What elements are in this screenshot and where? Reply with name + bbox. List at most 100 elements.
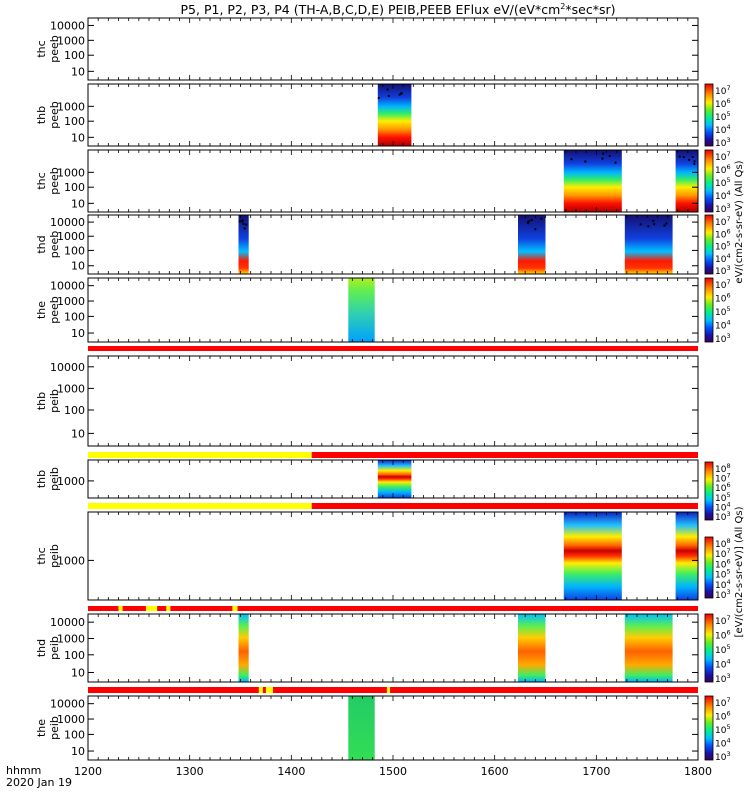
colorbar-tick-label: 106 [715, 557, 731, 570]
mode-segment [232, 606, 238, 611]
mode-bar-2 [88, 452, 698, 458]
mode-segment [311, 452, 698, 458]
x-tick-label: 1300 [176, 765, 204, 778]
colorbar-the-peib [704, 695, 714, 761]
panel-thc-peeb-1: 10000 1000 100 10 thc peeb [35, 17, 699, 81]
panel-label-product: peib [48, 716, 61, 740]
noise-speck [647, 225, 650, 228]
colorbar-thc-peib [704, 536, 714, 599]
panel-label-probe: thd [35, 235, 48, 253]
data-block-thc-peib-2 [675, 512, 698, 600]
y-tick-label: 1000 [57, 632, 85, 645]
y-tick-label: 10 [71, 65, 85, 78]
panel-frame [87, 613, 699, 683]
noise-speck [243, 227, 246, 230]
y-tick-label: 100 [64, 181, 85, 194]
noise-speck [386, 88, 389, 91]
data-block-thd-peib-2 [518, 614, 546, 682]
panel-thb-peib-1: 10000 1000 100 10 thb peib [35, 355, 699, 447]
noise-speck [608, 154, 611, 157]
noise-speck [688, 158, 691, 161]
panel-label-product: peib [48, 467, 61, 491]
x-tick-label: 1600 [481, 765, 509, 778]
colorbar-tick-label: 107 [715, 614, 731, 627]
noise-speck [653, 223, 656, 226]
y-tick-label: 1000 [57, 475, 85, 488]
colorbar-tick-label: 105 [715, 723, 731, 736]
panel-frame [87, 17, 699, 81]
colorbar-thc-peeb-2 [704, 149, 714, 213]
colorbar-thb-peib-2 [704, 461, 714, 521]
colorbar-units-label-peib: [eV/(cm2-s-sr-eV)] (All Qs) [734, 506, 745, 637]
y-tick-label: 100 [64, 49, 85, 62]
panel-label-product: peib [48, 636, 61, 660]
colorbar-tick-label: 106 [715, 97, 731, 110]
data-block-thd-peeb-2 [518, 215, 546, 274]
noise-speck [400, 92, 403, 95]
colorbar-tick-label: 105 [715, 491, 731, 504]
noise-speck [665, 222, 668, 225]
panel-label-probe: thb [35, 392, 48, 410]
colorbar-tick-label: 106 [715, 481, 731, 494]
noise-speck [614, 161, 617, 164]
colorbar-tick-label: 103 [715, 510, 731, 523]
title-superscript: 2 [560, 2, 565, 11]
panel-label-probe: thb [35, 470, 48, 488]
mode-segment [311, 503, 698, 509]
y-tick-label: 10 [71, 260, 85, 273]
x-axis-label-date: 2020 Jan 19 [6, 776, 72, 789]
mode-bar-5 [88, 687, 698, 693]
mode-segment [88, 606, 698, 611]
colorbar-thd-peib [704, 613, 714, 683]
title-main: P5, P1, P2, P3, P4 (TH-A,B,C,D,E) PEIB,P… [181, 2, 561, 17]
panel-label-product: peeb [48, 101, 61, 129]
y-tick-label: 10000 [50, 698, 85, 711]
y-tick-label: 10000 [50, 616, 85, 629]
noise-speck [682, 156, 685, 158]
noise-speck [693, 160, 696, 163]
noise-speck [570, 158, 573, 161]
mode-segment [88, 346, 698, 351]
colorbar-tick-label: 104 [715, 319, 731, 332]
y-tick-label: 10 [71, 666, 85, 679]
noise-speck [527, 222, 529, 225]
data-block-thc-peeb-2-2 [675, 150, 698, 212]
colorbar-tick-label: 103 [715, 202, 731, 215]
mode-segment [265, 687, 273, 693]
x-axis-label-hhmm: hhmm [6, 764, 41, 777]
noise-speck [678, 155, 681, 158]
y-tick-label: 10000 [50, 216, 85, 229]
noise-speck [242, 223, 245, 226]
colorbar-tick-label: 104 [715, 123, 731, 136]
data-block-thd-peib-1 [238, 614, 249, 682]
y-tick-label: 10000 [50, 280, 85, 293]
data-block-the-peeb-1 [348, 278, 375, 342]
mode-segment [118, 606, 123, 611]
y-tick-label: 10000 [50, 19, 85, 32]
y-tick-label: 100 [64, 310, 85, 323]
panel-frame [87, 355, 699, 447]
x-tick-label: 1800 [684, 765, 712, 778]
x-tick-label: 1500 [379, 765, 407, 778]
panel-label-product: peeb [48, 296, 61, 324]
mode-segment [258, 687, 263, 693]
y-tick-label: 100 [64, 115, 85, 128]
y-tick-label: 100 [64, 728, 85, 741]
y-tick-label: 1000 [57, 100, 85, 113]
colorbar-tick-label: 107 [715, 84, 731, 97]
colorbar-tick-label: 108 [715, 537, 731, 550]
panel-frame [87, 214, 699, 275]
colorbar-thb-peeb [704, 83, 714, 147]
data-block-thd-peib-3 [624, 614, 673, 682]
colorbar-tick-label: 107 [715, 150, 731, 163]
y-tick-label: 10 [71, 197, 85, 210]
panel-label-product: peeb [48, 231, 61, 259]
data-block-thc-peeb-2-1 [563, 150, 622, 212]
noise-speck [245, 223, 248, 226]
mode-segment [88, 452, 312, 458]
